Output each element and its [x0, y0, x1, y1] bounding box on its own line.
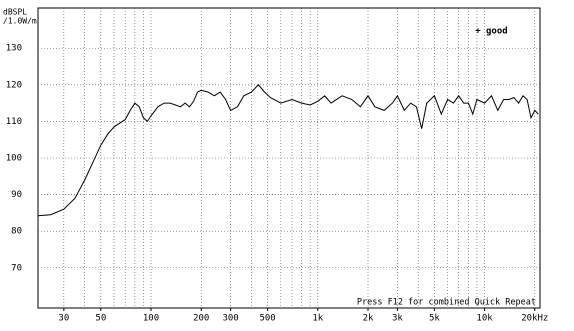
x-tick-label: 30	[58, 314, 69, 324]
x-tick-label: 5k	[429, 314, 440, 324]
x-tick-label: 2k	[363, 314, 374, 324]
x-tick-label: 50	[95, 314, 106, 324]
legend-label: good	[486, 27, 508, 37]
x-tick-label: 10k	[476, 314, 493, 324]
x-tick-label: 3k	[392, 314, 403, 324]
y-tick-label: 90	[11, 190, 22, 200]
y-axis-unit: /1.0W/m	[3, 17, 37, 26]
x-tick-label: 500	[259, 314, 275, 324]
y-tick-label: 80	[11, 227, 22, 237]
x-tick-label: 100	[143, 314, 159, 324]
y-tick-label: 110	[6, 117, 22, 127]
x-tick-label: 20kHz	[521, 314, 548, 324]
footer-note: Press F12 for combined Quick Repeat	[357, 298, 536, 308]
y-tick-label: 120	[6, 80, 22, 90]
x-tick-label: 300	[222, 314, 238, 324]
legend-marker: +	[475, 27, 481, 37]
y-axis-label: dBSPL	[3, 8, 27, 17]
y-tick-label: 70	[11, 263, 22, 273]
y-tick-label: 130	[6, 44, 22, 54]
y-tick-label: 100	[6, 154, 22, 164]
response-curve	[37, 84, 539, 217]
x-tick-label: 1k	[312, 314, 323, 324]
x-tick-label: 200	[193, 314, 209, 324]
